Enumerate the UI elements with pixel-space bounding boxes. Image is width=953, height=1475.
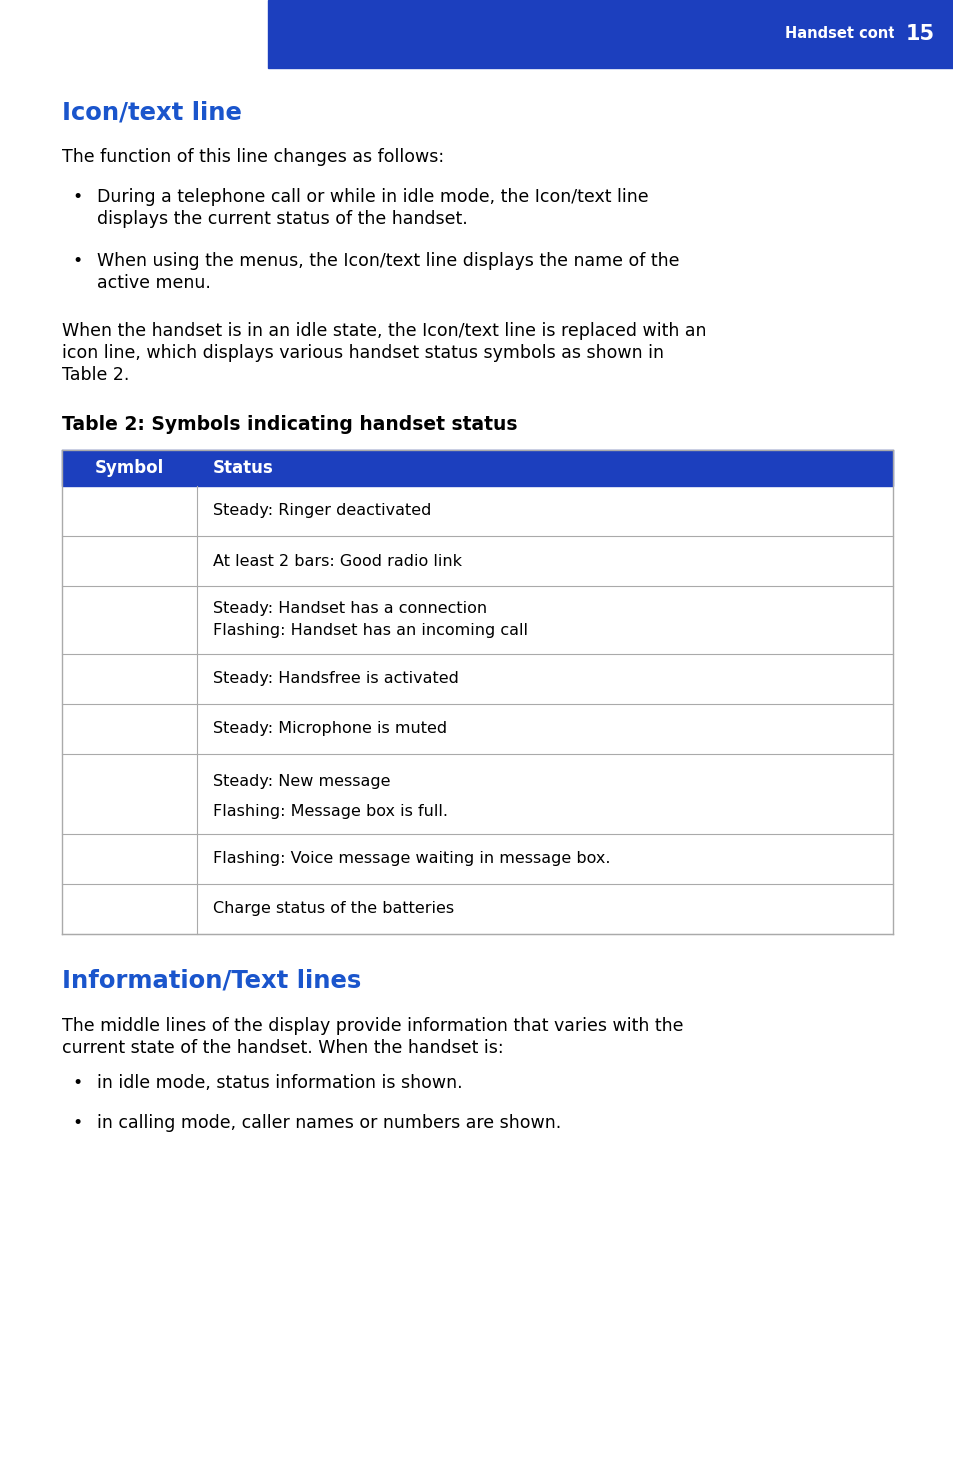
Text: displays the current status of the handset.: displays the current status of the hands… <box>97 209 467 229</box>
Text: Icon/text line: Icon/text line <box>62 100 242 124</box>
Bar <box>62 653 892 704</box>
Text: The middle lines of the display provide information that varies with the: The middle lines of the display provide … <box>62 1016 682 1035</box>
Text: current state of the handset. When the handset is:: current state of the handset. When the h… <box>62 1038 503 1058</box>
Text: Flashing: Message box is full.: Flashing: Message box is full. <box>213 804 448 819</box>
Text: active menu.: active menu. <box>97 274 211 292</box>
Text: icon line, which displays various handset status symbols as shown in: icon line, which displays various handse… <box>62 344 663 361</box>
Bar <box>62 833 892 884</box>
Text: •: • <box>71 187 82 206</box>
Text: Steady: Microphone is muted: Steady: Microphone is muted <box>213 721 447 736</box>
Text: Flashing: Handset has an incoming call: Flashing: Handset has an incoming call <box>213 624 527 639</box>
Bar <box>62 704 892 754</box>
Text: Information/Text lines: Information/Text lines <box>62 969 361 993</box>
Text: Steady: Ringer deactivated: Steady: Ringer deactivated <box>213 503 431 519</box>
Text: Table 2: Symbols indicating handset status: Table 2: Symbols indicating handset stat… <box>62 414 517 434</box>
Bar <box>893 7 945 60</box>
Text: During a telephone call or while in idle mode, the Icon/text line: During a telephone call or while in idle… <box>97 187 648 206</box>
Bar <box>62 485 892 535</box>
Bar <box>268 0 953 68</box>
Text: Symbol: Symbol <box>94 459 164 476</box>
Text: Charge status of the batteries: Charge status of the batteries <box>213 901 454 916</box>
Bar <box>62 586 892 653</box>
Text: Flashing: Voice message waiting in message box.: Flashing: Voice message waiting in messa… <box>213 851 610 866</box>
Text: in calling mode, caller names or numbers are shown.: in calling mode, caller names or numbers… <box>97 1114 560 1131</box>
Text: •: • <box>71 1114 82 1131</box>
Text: When the handset is in an idle state, the Icon/text line is replaced with an: When the handset is in an idle state, th… <box>62 322 706 341</box>
Text: Handset controls: Handset controls <box>783 27 925 41</box>
Text: Steady: Handsfree is activated: Steady: Handsfree is activated <box>213 671 458 686</box>
Bar <box>62 754 892 833</box>
Text: When using the menus, the Icon/text line displays the name of the: When using the menus, the Icon/text line… <box>97 252 679 270</box>
Bar <box>62 535 892 586</box>
Text: in idle mode, status information is shown.: in idle mode, status information is show… <box>97 1074 462 1092</box>
Text: Table 2.: Table 2. <box>62 366 130 384</box>
Bar <box>62 450 892 485</box>
Text: Steady: New message: Steady: New message <box>213 774 390 789</box>
Bar <box>62 884 892 934</box>
Text: 15: 15 <box>904 24 934 44</box>
Text: Steady: Handset has a connection: Steady: Handset has a connection <box>213 602 487 617</box>
Text: •: • <box>71 252 82 270</box>
Text: The function of this line changes as follows:: The function of this line changes as fol… <box>62 148 444 167</box>
Text: Status: Status <box>213 459 274 476</box>
Text: At least 2 bars: Good radio link: At least 2 bars: Good radio link <box>213 553 461 568</box>
Text: •: • <box>71 1074 82 1092</box>
